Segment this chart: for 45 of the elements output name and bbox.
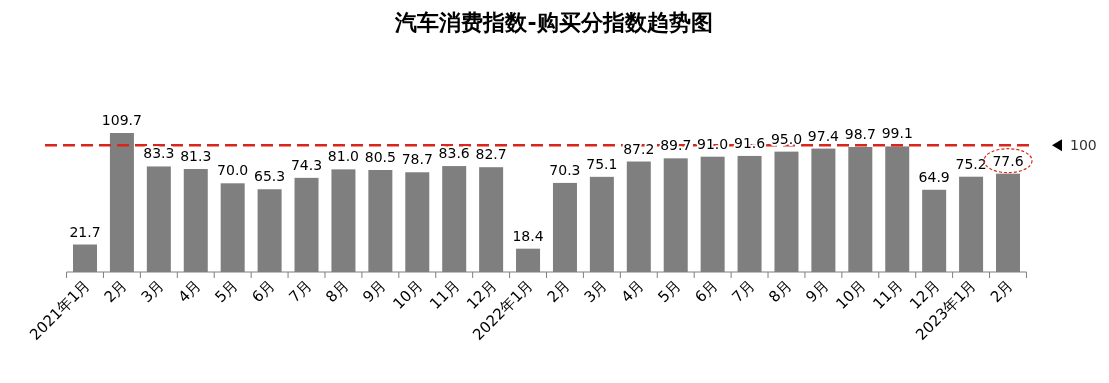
data-label: 70.0	[217, 162, 249, 179]
x-tick-label: 11月	[869, 276, 907, 313]
data-label: 98.7	[844, 125, 876, 142]
data-label: 78.7	[401, 151, 433, 168]
data-label: 83.6	[438, 145, 470, 162]
data-label: 81.3	[180, 147, 212, 164]
data-label: 21.7	[69, 223, 101, 240]
data-label: 75.2	[955, 155, 987, 172]
data-label: 97.4	[807, 127, 840, 144]
x-tick-label: 2月	[986, 276, 1017, 307]
data-label: 77.6	[992, 152, 1024, 169]
x-tick-label: 5月	[211, 276, 242, 307]
x-tick-label: 9月	[802, 276, 833, 307]
x-tick-label: 10月	[389, 276, 427, 313]
x-tick-label: 9月	[359, 276, 390, 307]
data-label: 74.3	[290, 156, 323, 173]
x-tick-label: 7月	[728, 276, 759, 307]
data-label: 82.7	[475, 146, 507, 163]
x-tick-label: 6月	[248, 276, 279, 307]
x-tick-label: 3月	[580, 276, 611, 307]
x-tick-label: 11月	[426, 276, 464, 313]
x-tick-label: 10月	[832, 276, 870, 313]
x-tick-label: 5月	[654, 276, 685, 307]
x-tick-label: 2月	[543, 276, 574, 307]
x-tick-label: 4月	[174, 276, 205, 307]
data-label: 109.7	[101, 112, 142, 128]
x-tick-label: 6月	[691, 276, 722, 307]
x-tick-label: 2月	[100, 276, 131, 307]
data-label: 64.9	[918, 168, 950, 185]
data-label: 99.1	[881, 125, 913, 142]
x-tick-label: 3月	[137, 276, 168, 307]
data-label: 80.5	[364, 149, 396, 165]
data-label: 70.3	[549, 161, 581, 178]
data-label: 81.0	[327, 148, 360, 165]
chart-title: 汽车消费指数-购买分指数趋势图	[394, 10, 713, 35]
data-label: 83.3	[143, 145, 175, 162]
x-tick-label: 8月	[322, 276, 353, 307]
ref-line-label: 100	[1070, 137, 1097, 154]
data-label: 75.1	[586, 155, 618, 172]
data-label: 18.4	[512, 227, 544, 244]
data-label: 65.3	[254, 168, 286, 185]
data-label: 95.0	[770, 130, 803, 147]
x-tick-label: 7月	[285, 276, 316, 307]
x-tick-label: 8月	[765, 276, 796, 307]
x-tick-label: 4月	[617, 276, 648, 307]
